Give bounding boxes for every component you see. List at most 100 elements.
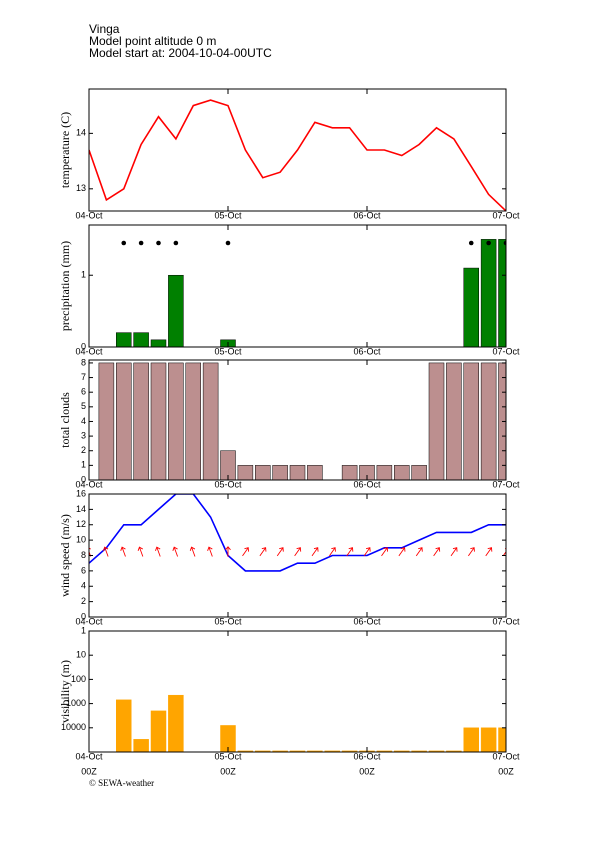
y-tick-label: 10000: [61, 722, 86, 732]
y-tick-label: 8: [81, 357, 86, 367]
y-tick-label: 6: [81, 387, 86, 397]
y-tick-label: 3: [81, 430, 86, 440]
bar: [237, 465, 254, 480]
wind-arrow: [485, 547, 493, 557]
wind-arrow: [242, 547, 250, 557]
panel: [89, 99, 506, 211]
y-axis-label: temperature (C): [58, 112, 72, 188]
x-tick-label: 04-Oct: [75, 616, 103, 626]
x-tick-label: 07-Oct: [492, 346, 520, 356]
bar: [307, 465, 323, 480]
wind-arrow: [207, 546, 213, 557]
wind-arrow: [363, 547, 371, 557]
bar: [168, 362, 184, 480]
wind-arrow: [502, 547, 506, 557]
bar: [272, 465, 288, 480]
bar: [376, 465, 393, 480]
y-tick-label: 1: [81, 460, 86, 470]
bar: [98, 362, 115, 480]
precip-indicator: [121, 240, 127, 246]
bar: [480, 727, 497, 752]
bar: [498, 239, 506, 347]
wind-arrow: [450, 547, 458, 557]
wind-arrow: [311, 547, 319, 557]
y-tick-label: 12: [76, 519, 86, 529]
bar: [168, 694, 184, 752]
wind-arrow: [155, 546, 161, 557]
x-tick-label: 06-Oct: [353, 346, 381, 356]
y-tick-label: 10: [76, 535, 86, 545]
y-tick-label: 10: [76, 650, 86, 660]
x-tick-label: 06-Oct: [353, 751, 381, 761]
precip-indicator: [503, 240, 506, 246]
x-tick-label: 04-Oct: [75, 479, 103, 489]
wind-arrow: [329, 547, 336, 557]
bar: [116, 362, 132, 480]
bar: [428, 362, 445, 480]
y-tick-label: 1: [81, 625, 86, 635]
x-tick-label: 07-Oct: [492, 751, 520, 761]
panel-frame: [88, 224, 507, 348]
y-axis-label: total clouds: [58, 392, 72, 448]
wind-arrow: [276, 547, 284, 557]
bar: [463, 362, 479, 480]
panel: [116, 239, 506, 347]
y-tick-label: 7: [81, 372, 86, 382]
x-tick-sublabel: 00Z: [220, 766, 236, 776]
bar: [150, 339, 167, 347]
x-tick-label: 07-Oct: [492, 210, 520, 220]
bar: [150, 362, 167, 480]
bar: [463, 727, 479, 752]
bar: [116, 699, 132, 752]
wind-arrow: [259, 547, 267, 557]
bar: [133, 362, 149, 480]
bar: [498, 727, 506, 752]
panel: [98, 362, 506, 480]
wind-arrow: [137, 546, 144, 557]
y-tick-label: 0: [81, 341, 86, 351]
precip-indicator: [138, 240, 144, 246]
wind-arrow: [89, 546, 92, 557]
bar: [480, 239, 497, 347]
wind-arrow: [172, 546, 179, 557]
y-axis-label: precipitation (mm): [58, 241, 72, 331]
panel-frame: [88, 88, 507, 212]
wind-arrow: [381, 547, 389, 557]
y-tick-label: 8: [81, 550, 86, 560]
y-axis-label: wind speed (m/s): [58, 514, 72, 597]
precip-indicator: [468, 240, 474, 246]
wind-arrow: [433, 547, 441, 557]
y-tick-label: 2: [81, 445, 86, 455]
y-tick-label: 5: [81, 401, 86, 411]
data-line: [89, 494, 506, 572]
wind-arrow: [225, 546, 231, 557]
bar: [289, 465, 306, 480]
bar: [168, 274, 184, 347]
wind-arrow: [468, 547, 475, 557]
bar: [341, 465, 358, 480]
x-tick-label: 07-Oct: [492, 616, 520, 626]
precip-indicator: [225, 240, 231, 246]
x-tick-label: 05-Oct: [214, 479, 242, 489]
wind-arrow: [189, 546, 196, 557]
y-tick-label: 1000: [66, 698, 86, 708]
panel-frame: [88, 630, 507, 753]
x-tick-label: 06-Oct: [353, 479, 381, 489]
y-tick-label: 0: [81, 611, 86, 621]
bar: [446, 362, 462, 480]
x-tick-sublabel: 00Z: [359, 766, 375, 776]
bar: [394, 465, 410, 480]
bar: [411, 465, 427, 480]
x-tick-label: 07-Oct: [492, 479, 520, 489]
y-tick-label: 2: [81, 596, 86, 606]
x-tick-label: 05-Oct: [214, 346, 242, 356]
y-tick-label: 14: [76, 504, 86, 514]
x-tick-label: 06-Oct: [353, 616, 381, 626]
bar: [463, 267, 479, 347]
wind-arrow: [120, 546, 126, 557]
y-tick-label: 4: [81, 416, 86, 426]
x-tick-label: 06-Oct: [353, 210, 381, 220]
y-tick-label: 0: [81, 474, 86, 484]
x-tick-label: 04-Oct: [75, 210, 103, 220]
